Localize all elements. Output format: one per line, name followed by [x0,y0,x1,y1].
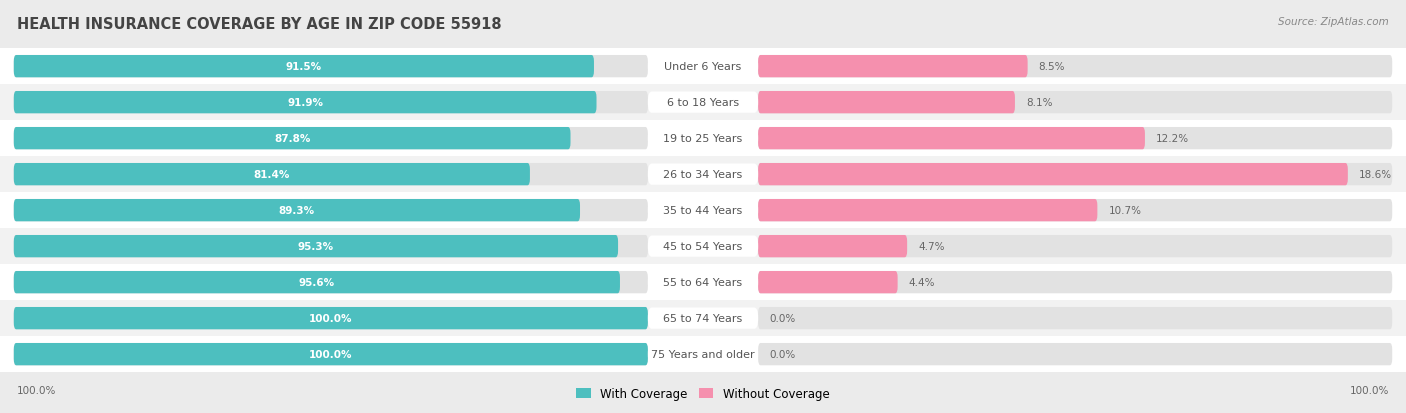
FancyBboxPatch shape [14,235,648,258]
Text: 0.0%: 0.0% [769,349,796,359]
Bar [0,85,1406,121]
FancyBboxPatch shape [758,235,907,258]
FancyBboxPatch shape [14,128,648,150]
Text: HEALTH INSURANCE COVERAGE BY AGE IN ZIP CODE 55918: HEALTH INSURANCE COVERAGE BY AGE IN ZIP … [17,17,502,31]
Text: 95.3%: 95.3% [298,242,335,252]
Bar [0,228,1406,264]
Text: 12.2%: 12.2% [1156,134,1189,144]
Text: 10.7%: 10.7% [1108,206,1142,216]
FancyBboxPatch shape [14,128,571,150]
Bar [0,121,1406,157]
FancyBboxPatch shape [14,56,593,78]
FancyBboxPatch shape [758,92,1015,114]
Text: 26 to 34 Years: 26 to 34 Years [664,170,742,180]
Text: 91.9%: 91.9% [287,98,323,108]
FancyBboxPatch shape [14,92,596,114]
FancyBboxPatch shape [758,271,1392,294]
Text: 100.0%: 100.0% [309,349,353,359]
Bar [0,49,1406,85]
Text: 95.6%: 95.6% [299,278,335,287]
FancyBboxPatch shape [14,235,619,258]
FancyBboxPatch shape [758,199,1097,222]
Text: 8.1%: 8.1% [1026,98,1053,108]
FancyBboxPatch shape [648,236,758,257]
FancyBboxPatch shape [758,92,1392,114]
FancyBboxPatch shape [14,56,648,78]
Bar [0,193,1406,228]
Text: 81.4%: 81.4% [253,170,290,180]
FancyBboxPatch shape [758,164,1348,186]
FancyBboxPatch shape [648,57,758,78]
FancyBboxPatch shape [648,93,758,114]
Text: 4.4%: 4.4% [908,278,935,287]
Text: 45 to 54 Years: 45 to 54 Years [664,242,742,252]
FancyBboxPatch shape [14,199,581,222]
FancyBboxPatch shape [758,128,1144,150]
Text: Under 6 Years: Under 6 Years [665,62,741,72]
Text: 65 to 74 Years: 65 to 74 Years [664,313,742,323]
Text: 89.3%: 89.3% [278,206,315,216]
FancyBboxPatch shape [14,164,648,186]
Bar [0,300,1406,336]
FancyBboxPatch shape [648,164,758,185]
FancyBboxPatch shape [648,128,758,150]
Bar [0,264,1406,300]
FancyBboxPatch shape [758,343,1392,366]
FancyBboxPatch shape [648,272,758,293]
Text: 19 to 25 Years: 19 to 25 Years [664,134,742,144]
Text: 100.0%: 100.0% [309,313,353,323]
FancyBboxPatch shape [14,343,648,366]
FancyBboxPatch shape [14,164,530,186]
FancyBboxPatch shape [758,128,1392,150]
FancyBboxPatch shape [14,271,648,294]
Text: 18.6%: 18.6% [1358,170,1392,180]
FancyBboxPatch shape [14,307,648,330]
Text: 55 to 64 Years: 55 to 64 Years [664,278,742,287]
Bar [0,157,1406,193]
FancyBboxPatch shape [14,343,648,366]
FancyBboxPatch shape [758,307,1392,330]
FancyBboxPatch shape [648,344,758,365]
Text: 8.5%: 8.5% [1039,62,1066,72]
FancyBboxPatch shape [14,271,620,294]
Text: 100.0%: 100.0% [17,385,56,395]
FancyBboxPatch shape [14,307,648,330]
FancyBboxPatch shape [758,235,1392,258]
FancyBboxPatch shape [758,164,1392,186]
FancyBboxPatch shape [758,199,1392,222]
Text: 0.0%: 0.0% [769,313,796,323]
FancyBboxPatch shape [14,199,648,222]
Bar [0,336,1406,372]
Text: 35 to 44 Years: 35 to 44 Years [664,206,742,216]
FancyBboxPatch shape [648,200,758,221]
Text: 75 Years and older: 75 Years and older [651,349,755,359]
Text: Source: ZipAtlas.com: Source: ZipAtlas.com [1278,17,1389,26]
Text: 4.7%: 4.7% [918,242,945,252]
FancyBboxPatch shape [758,56,1392,78]
FancyBboxPatch shape [758,271,897,294]
FancyBboxPatch shape [14,92,648,114]
FancyBboxPatch shape [758,56,1028,78]
Text: 91.5%: 91.5% [285,62,322,72]
Text: 6 to 18 Years: 6 to 18 Years [666,98,740,108]
FancyBboxPatch shape [648,308,758,329]
Text: 100.0%: 100.0% [1350,385,1389,395]
Text: 87.8%: 87.8% [274,134,311,144]
Legend: With Coverage, Without Coverage: With Coverage, Without Coverage [572,383,834,405]
